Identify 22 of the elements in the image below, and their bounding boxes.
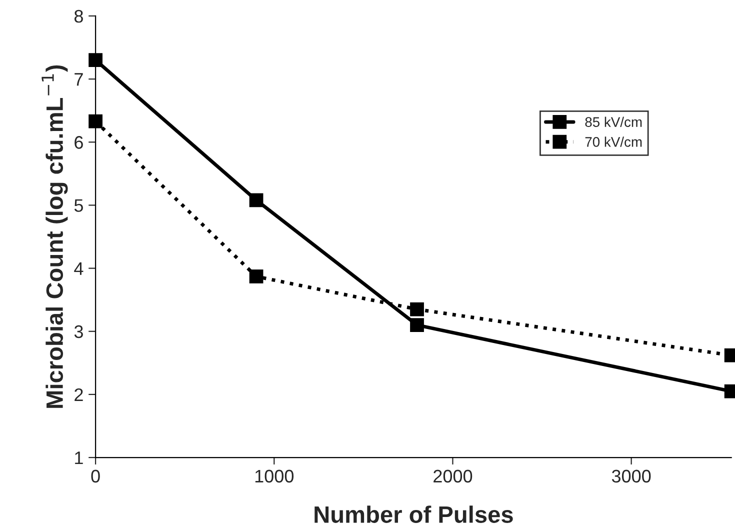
y-tick-label: 3 — [74, 325, 83, 338]
x-tick-label: 3000 — [612, 470, 651, 483]
y-axis-title: Microbial Count (log cfu.mL$^{−1}$) — [42, 65, 68, 408]
x-tick-label: 1000 — [255, 470, 294, 483]
y-tick-label: 6 — [74, 136, 83, 149]
x-tick-label: 2000 — [434, 470, 472, 483]
x-tick-label: 0 — [91, 470, 100, 483]
point — [249, 193, 264, 208]
y-tick-label: 2 — [74, 388, 83, 401]
point — [410, 318, 424, 332]
y-tick-label: 4 — [74, 262, 84, 275]
point — [410, 302, 424, 316]
point — [88, 114, 102, 128]
y-tick-label: 1 — [75, 452, 83, 464]
y-tick-label: 5 — [74, 199, 83, 212]
point — [249, 270, 264, 284]
x-axis-title: Number of Pulses — [314, 506, 513, 523]
legend-label: 70 kV/cm — [585, 136, 642, 147]
point — [88, 53, 102, 68]
y-tick-label: 8 — [74, 10, 83, 23]
y-tick-label: 7 — [74, 73, 83, 86]
legend-label: 85 kV/cm — [585, 116, 642, 127]
